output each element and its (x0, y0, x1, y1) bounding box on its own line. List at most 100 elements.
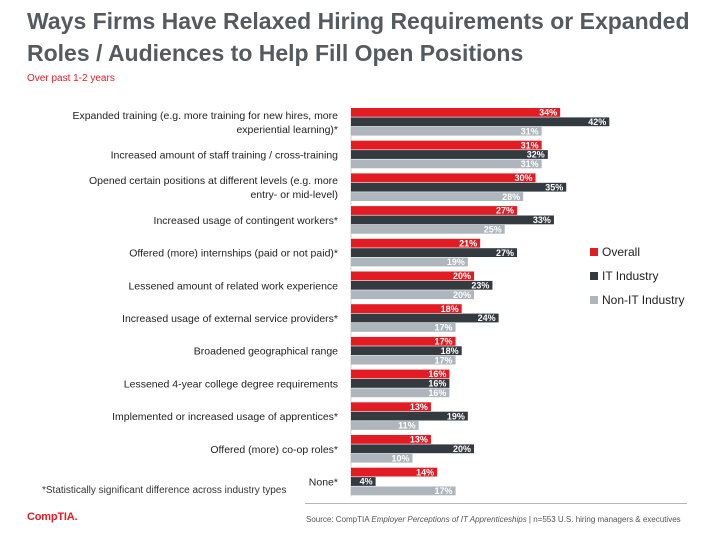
data-label: 30% (514, 173, 532, 183)
bar (351, 271, 474, 281)
bar (351, 304, 462, 313)
data-label: 16% (428, 369, 446, 379)
data-label: 19% (447, 411, 465, 421)
bar (351, 453, 413, 463)
data-label: 27% (496, 206, 514, 216)
category-label: Offered (more) internships (paid or not … (129, 248, 338, 260)
bar (351, 411, 468, 421)
data-label: 20% (453, 290, 471, 300)
chart-subtitle: Over past 1-2 years (27, 73, 115, 84)
legend-swatch-non-it-industry (590, 296, 598, 304)
bar (351, 323, 456, 332)
bar (351, 150, 548, 159)
category-label: experiential learning)* (236, 124, 338, 136)
data-label: 17% (435, 337, 453, 347)
data-label: 13% (410, 435, 428, 445)
bar (351, 421, 419, 430)
bar (351, 346, 462, 356)
category-label: Lessened 4-year college degree requireme… (124, 378, 338, 390)
category-label: Offered (more) co-op roles* (210, 444, 338, 456)
data-label: 32% (527, 150, 545, 160)
bar (351, 486, 456, 496)
data-label: 42% (588, 117, 606, 127)
data-label: 35% (545, 182, 563, 192)
comptia-logo: CompTIA. (27, 511, 78, 523)
category-label: Lessened amount of related work experien… (128, 280, 338, 292)
data-label: 31% (521, 126, 539, 136)
data-label: 28% (502, 192, 520, 202)
bar (351, 369, 450, 379)
bar (351, 355, 456, 365)
category-label: Implemented or increased usage of appren… (112, 411, 338, 423)
bar (351, 435, 431, 444)
footnote: *Statistically significant difference ac… (42, 485, 287, 496)
data-label: 21% (459, 238, 477, 248)
data-label: 10% (391, 453, 409, 463)
bar (351, 257, 468, 267)
data-label: 18% (441, 304, 459, 314)
data-label: 33% (533, 215, 551, 225)
bar (351, 126, 542, 136)
chart-title: Ways Firms Have Relaxed Hiring Requireme… (27, 8, 690, 66)
legend-swatch-overall (590, 248, 598, 256)
legend-label-overall: Overall (602, 245, 641, 259)
source-note: Source: CompTIA Employer Perceptions of … (306, 515, 681, 524)
data-label: 25% (484, 225, 502, 235)
bar (351, 444, 474, 454)
data-label: 17% (435, 355, 453, 365)
category-label: entry- or mid-level) (250, 189, 338, 201)
category-label: Increased amount of staff training / cro… (111, 150, 339, 162)
data-label: 11% (398, 421, 416, 431)
data-label: 17% (435, 323, 453, 333)
bar (351, 248, 518, 257)
bar (351, 117, 610, 127)
data-label: 14% (416, 467, 434, 477)
legend: Overall IT Industry Non-IT Industry (590, 240, 684, 312)
data-label: 34% (539, 108, 557, 118)
data-label: 18% (441, 346, 459, 356)
category-label: Increased usage of contingent workers* (154, 215, 338, 227)
category-label: Opened certain positions at different le… (89, 175, 338, 187)
data-label: 31% (521, 159, 539, 169)
bar (351, 224, 505, 234)
data-label: 16% (428, 388, 446, 398)
source-prefix: Source: CompTIA (306, 515, 372, 524)
data-label: 24% (478, 313, 496, 323)
bar (351, 159, 542, 169)
legend-label-it-industry: IT Industry (602, 269, 659, 283)
data-label: 16% (428, 379, 446, 389)
data-label: 20% (453, 271, 471, 281)
category-label: Expanded training (e.g. more training fo… (72, 110, 338, 122)
bar (351, 477, 376, 486)
footer-divider (305, 503, 687, 504)
category-label: Broadened geographical range (194, 346, 338, 358)
data-label: 17% (435, 486, 453, 496)
data-label: 27% (496, 248, 514, 258)
bar (351, 173, 536, 183)
category-label: None* (309, 477, 338, 489)
bar (351, 140, 542, 150)
bar (351, 182, 567, 192)
data-label: 13% (410, 402, 428, 412)
bar (351, 388, 450, 398)
bar (351, 402, 431, 412)
bar (351, 108, 561, 117)
bar (351, 313, 499, 323)
data-label: 20% (453, 444, 471, 454)
bar (351, 280, 493, 290)
data-label: 23% (471, 281, 489, 291)
bar (351, 467, 438, 477)
data-label: 4% (360, 477, 373, 487)
bar (351, 336, 456, 346)
legend-item-non-it-industry: Non-IT Industry (590, 288, 684, 312)
bar (351, 290, 474, 300)
bar (351, 379, 450, 388)
legend-item-it-industry: IT Industry (590, 264, 684, 288)
category-label: Increased usage of external service prov… (122, 313, 338, 325)
bar (351, 215, 554, 225)
bar (351, 192, 524, 201)
data-label: 31% (521, 140, 539, 150)
source-title: Employer Perceptions of IT Apprenticeshi… (371, 515, 527, 524)
legend-swatch-it-industry (590, 272, 598, 280)
